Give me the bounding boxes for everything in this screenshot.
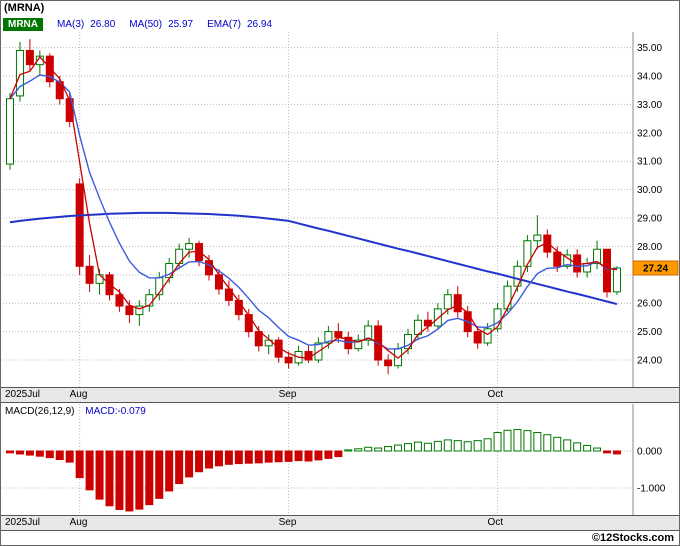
svg-text:31.00: 31.00	[637, 157, 662, 168]
symbol-badge: MRNA	[3, 17, 43, 31]
macd-chart-svg: 0.000 -1.000	[3, 404, 666, 515]
svg-text:28.00: 28.00	[637, 242, 662, 253]
legend-ma50-label: MA(50)	[129, 18, 163, 30]
x-axis-label: Sep	[278, 517, 297, 528]
svg-text:30.00: 30.00	[637, 185, 662, 196]
x-axis-label: 2025Jul	[5, 517, 41, 528]
legend-ma3-label: MA(3)	[57, 18, 85, 30]
price-axis-labels: 35.00 34.00 33.00 32.00 31.00 30.00 29.00 28.00…	[637, 43, 662, 366]
x-axis-label: Aug	[69, 389, 88, 400]
macd-label: MACD(26,12,9)	[5, 406, 75, 417]
legend-ma3-value: 26.80	[90, 18, 116, 30]
ema7-line	[9, 74, 617, 350]
legend-ema7: EMA(7) 26.94	[207, 19, 272, 30]
legend-ma50: MA(50) 25.97	[129, 19, 193, 30]
svg-text:25.00: 25.00	[637, 327, 662, 338]
svg-text:33.00: 33.00	[637, 100, 662, 111]
svg-text:26.00: 26.00	[637, 299, 662, 310]
x-axis-label: Oct	[487, 517, 504, 528]
macd-axis-label: 0.000	[637, 447, 662, 458]
price-tag-value: 27.24	[643, 264, 668, 275]
ma3-line	[9, 56, 618, 359]
svg-text:24.00: 24.00	[637, 356, 662, 367]
svg-text:32.00: 32.00	[637, 128, 662, 139]
title-bar: (MRNA)	[1, 1, 679, 16]
macd-value: MACD:-0.079	[85, 406, 146, 417]
price-tag	[632, 260, 679, 276]
indicator-legend: MRNA MA(3) 26.80 MA(50) 25.97 EMA(7) 26.94	[1, 16, 679, 32]
page-title: (MRNA)	[4, 2, 45, 14]
x-axis-label: Aug	[69, 517, 88, 528]
price-chart-svg: 35.00 34.00 33.00 32.00 31.00 30.00 29.00 28.00…	[3, 32, 679, 387]
legend-ema7-value: 26.94	[247, 18, 273, 30]
x-axis-bottom: 2025Jul Aug Sep Oct	[1, 515, 679, 531]
svg-text:34.00: 34.00	[637, 72, 662, 83]
macd-axis-label: -1.000	[637, 484, 666, 495]
price-gridlines	[3, 32, 634, 387]
credit-text: ©12Stocks.com	[591, 532, 674, 544]
legend-ema7-label: EMA(7)	[207, 18, 241, 30]
x-axis-label: 2025Jul	[5, 389, 41, 400]
svg-text:29.00: 29.00	[637, 214, 662, 225]
candlesticks	[6, 39, 621, 375]
x-axis-label: Oct	[487, 389, 504, 400]
legend-ma50-value: 25.97	[168, 18, 194, 30]
svg-text:35.00: 35.00	[637, 43, 662, 54]
ma50-line	[9, 211, 618, 306]
macd-legend: MACD(26,12,9) MACD:-0.079	[5, 406, 146, 417]
x-axis-label: Sep	[278, 389, 297, 400]
macd-histogram	[6, 429, 621, 512]
legend-ma3: MA(3) 26.80	[57, 19, 115, 30]
x-axis-top: 2025Jul Aug Sep Oct	[1, 387, 679, 403]
